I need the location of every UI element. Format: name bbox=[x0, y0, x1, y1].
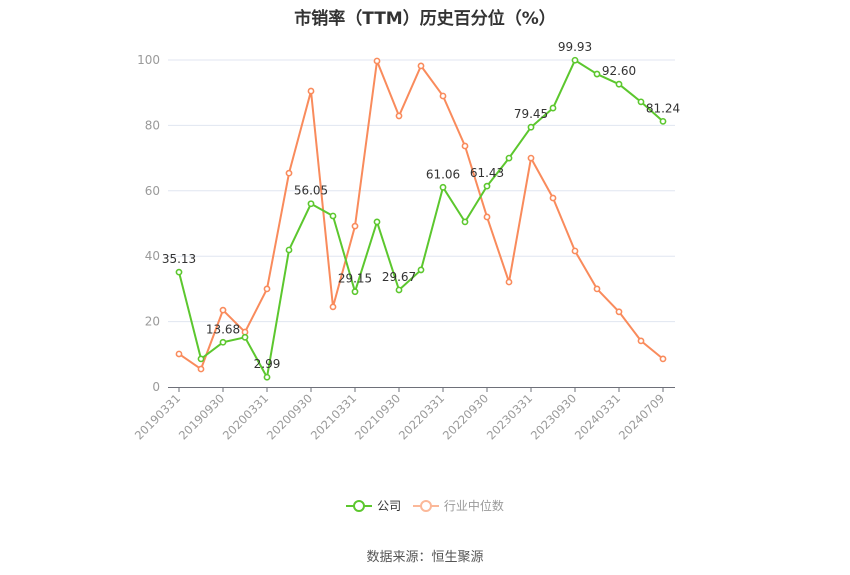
legend-line-circle-icon bbox=[346, 499, 373, 513]
svg-text:20210331: 20210331 bbox=[308, 391, 359, 442]
legend-item-industry[interactable]: 行业中位数 bbox=[412, 497, 504, 514]
company-series[interactable] bbox=[175, 56, 667, 381]
svg-text:20220930: 20220930 bbox=[440, 391, 491, 442]
svg-text:100: 100 bbox=[137, 53, 160, 67]
svg-text:61.43: 61.43 bbox=[470, 166, 504, 180]
svg-text:0: 0 bbox=[152, 380, 160, 394]
y-axis-labels: 0 20 40 60 80 100 bbox=[137, 53, 160, 394]
svg-text:29.15: 29.15 bbox=[338, 272, 372, 286]
svg-text:20200930: 20200930 bbox=[264, 391, 315, 442]
svg-text:80: 80 bbox=[145, 118, 160, 132]
svg-text:60: 60 bbox=[145, 184, 160, 198]
legend-line-circle-icon bbox=[412, 499, 439, 513]
svg-text:20190331: 20190331 bbox=[132, 391, 183, 442]
legend-label-company: 公司 bbox=[377, 499, 402, 513]
svg-text:99.93: 99.93 bbox=[558, 40, 592, 54]
svg-text:20230331: 20230331 bbox=[484, 391, 535, 442]
svg-text:20200331: 20200331 bbox=[220, 391, 271, 442]
svg-text:29.67: 29.67 bbox=[382, 270, 416, 284]
svg-text:92.60: 92.60 bbox=[602, 64, 636, 78]
data-labels: 35.13 13.68 2.99 56.05 29.15 29.67 61.06 61.43 7… bbox=[162, 40, 680, 371]
svg-text:20: 20 bbox=[145, 315, 160, 329]
x-axis: 2019033120190930202003312020093020210331… bbox=[132, 387, 675, 443]
svg-text:61.06: 61.06 bbox=[426, 167, 460, 181]
svg-text:2.99: 2.99 bbox=[254, 357, 281, 371]
svg-text:40: 40 bbox=[145, 249, 160, 263]
svg-text:79.45: 79.45 bbox=[514, 107, 548, 121]
svg-text:20190930: 20190930 bbox=[176, 391, 227, 442]
chart-title: 市销率（TTM）历史百分位（%） bbox=[294, 9, 556, 29]
svg-text:20220331: 20220331 bbox=[396, 391, 447, 442]
svg-text:20240331: 20240331 bbox=[572, 391, 623, 442]
svg-text:56.05: 56.05 bbox=[294, 184, 328, 198]
legend-label-industry: 行业中位数 bbox=[443, 499, 504, 513]
svg-text:20210930: 20210930 bbox=[352, 391, 403, 442]
svg-text:81.24: 81.24 bbox=[646, 101, 680, 115]
data-source: 数据来源：恒生聚源 bbox=[366, 550, 484, 565]
svg-text:20230930: 20230930 bbox=[528, 391, 579, 442]
svg-text:20240709: 20240709 bbox=[616, 391, 667, 442]
industry-series[interactable] bbox=[175, 57, 667, 373]
svg-text:35.13: 35.13 bbox=[162, 252, 196, 266]
grid-lines bbox=[168, 59, 675, 323]
legend: 公司 行业中位数 bbox=[0, 497, 850, 516]
svg-text:13.68: 13.68 bbox=[206, 322, 240, 336]
legend-item-company[interactable]: 公司 bbox=[346, 497, 401, 514]
